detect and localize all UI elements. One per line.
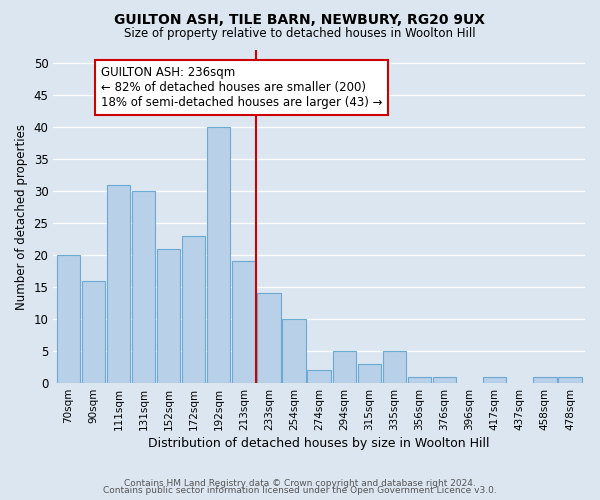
Bar xyxy=(483,376,506,383)
Bar xyxy=(433,376,456,383)
Bar xyxy=(408,376,431,383)
Text: Size of property relative to detached houses in Woolton Hill: Size of property relative to detached ho… xyxy=(124,28,476,40)
Bar xyxy=(283,319,306,383)
Bar xyxy=(358,364,381,383)
X-axis label: Distribution of detached houses by size in Woolton Hill: Distribution of detached houses by size … xyxy=(148,437,490,450)
Bar xyxy=(56,255,80,383)
Bar xyxy=(332,351,356,383)
Bar xyxy=(558,376,581,383)
Text: GUILTON ASH: 236sqm
← 82% of detached houses are smaller (200)
18% of semi-detac: GUILTON ASH: 236sqm ← 82% of detached ho… xyxy=(101,66,382,109)
Y-axis label: Number of detached properties: Number of detached properties xyxy=(15,124,28,310)
Bar xyxy=(82,280,105,383)
Bar xyxy=(157,248,181,383)
Bar xyxy=(232,262,256,383)
Bar xyxy=(207,127,230,383)
Bar xyxy=(383,351,406,383)
Bar xyxy=(307,370,331,383)
Text: Contains public sector information licensed under the Open Government Licence v3: Contains public sector information licen… xyxy=(103,486,497,495)
Bar xyxy=(132,191,155,383)
Text: Contains HM Land Registry data © Crown copyright and database right 2024.: Contains HM Land Registry data © Crown c… xyxy=(124,478,476,488)
Bar xyxy=(257,294,281,383)
Text: GUILTON ASH, TILE BARN, NEWBURY, RG20 9UX: GUILTON ASH, TILE BARN, NEWBURY, RG20 9U… xyxy=(115,12,485,26)
Bar xyxy=(107,184,130,383)
Bar xyxy=(182,236,205,383)
Bar xyxy=(533,376,557,383)
